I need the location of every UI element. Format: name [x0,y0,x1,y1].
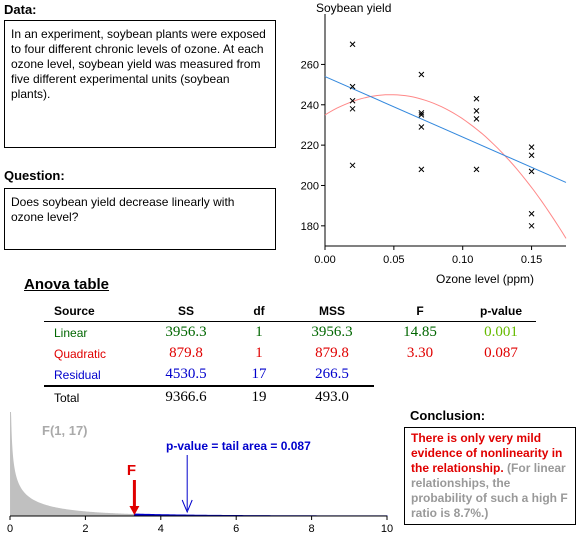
x-tick-label: 0.00 [314,254,335,266]
y-tick-label: 240 [301,100,319,112]
linear-fit-line [324,76,567,183]
data-point [418,124,425,130]
cell-f [374,386,466,408]
cell-source: Total [54,390,80,405]
data-point [349,97,356,104]
cell-f: 14.85 [403,324,437,340]
data-point [349,105,356,112]
x-tick-label: 0 [7,523,13,534]
header-mss: MSS [290,301,374,322]
f-distribution-chart: F(1, 17) 0 2 4 6 8 10 Fp-value = tail area = 0.… [7,412,393,534]
cell-ss: 4530.5 [144,364,228,387]
y-tick-label: 220 [301,140,319,152]
anova-table: Source SS df MSS F p-value Linear 3956.3… [44,301,536,408]
data-description-box: In an experiment, soybean plants were ex… [4,20,276,148]
cell-df: 19 [251,389,267,405]
f-density-area [10,412,388,516]
x-tick-label: 0.15 [521,254,542,266]
data-point [528,210,535,217]
cell-source: Quadratic [54,346,107,361]
observed-f-arrow-head [129,506,140,515]
table-row-quadratic: Quadratic 879.8 1 879.8 3.30 0.087 [44,343,536,364]
data-point [528,168,535,175]
y-tick-label: 180 [301,221,319,233]
conclusion-note-text: (For linear relationships, the probabili… [411,461,568,520]
data-description-text: In an experiment, soybean plants were ex… [11,27,266,101]
cell-p-value: 0.001 [484,324,518,340]
conclusion-heading: Conclusion: [410,408,486,423]
table-row-residual: Residual 4530.5 17 266.5 [44,364,536,387]
data-point [473,166,480,173]
header-p-value: p-value [466,301,536,322]
cell-ss: 879.8 [169,345,203,361]
cell-ss: 3956.3 [165,324,207,340]
soybean-scatter-chart: Soybean yield 180 200 220 240 260 0.00 0.05 0.10… [301,1,567,286]
x-tick-label: 8 [309,523,315,534]
x-tick-label: 0.05 [383,254,404,266]
cell-f: 3.30 [406,345,434,361]
p-value-annotation: p-value = tail area = 0.087 [166,439,311,453]
data-point [349,41,356,48]
data-point [528,144,535,151]
cell-source: Residual [44,364,144,387]
header-ss: SS [144,301,228,322]
data-point [473,116,480,122]
data-point [349,83,356,90]
cell-mss: 879.8 [315,345,349,361]
cell-mss: 3956.3 [311,324,353,340]
x-tick-label: 0.10 [452,254,473,266]
x-tick-label: 10 [381,523,393,534]
cell-f [374,364,466,386]
question-box: Does soybean yield decrease linearly wit… [4,188,276,250]
cell-p-value [466,386,536,408]
cell-ss: 9366.6 [165,389,207,405]
observed-f-label: F [127,462,136,479]
table-row-total: Total 9366.6 19 493.0 [44,386,536,408]
data-point [528,222,535,229]
data-point [528,152,535,159]
data-point [418,109,425,116]
table-row-linear: Linear 3956.3 1 3956.3 14.85 0.001 [44,322,536,344]
quadratic-fit-line [324,94,567,239]
data-point [349,162,356,169]
distribution-label: F(1, 17) [42,423,88,438]
cell-df: 17 [228,364,290,387]
cell-mss: 493.0 [315,389,349,405]
cell-p-value [466,364,536,386]
data-point [418,71,425,78]
anova-title: Anova table [24,276,110,293]
annotation-arrow-head [181,499,193,514]
data-point [473,95,480,102]
question-text: Does soybean yield decrease linearly wit… [11,195,235,224]
x-tick-label: 6 [233,523,239,534]
x-tick-label: 4 [158,523,164,534]
cell-p-value: 0.087 [484,345,518,361]
data-point [418,166,425,173]
x-tick-label: 2 [82,523,88,534]
cell-df: 1 [255,345,263,361]
header-source: Source [44,301,144,322]
header-f: F [374,301,466,322]
question-heading: Question: [4,168,65,183]
chart-title: Soybean yield [316,1,391,15]
cell-mss: 266.5 [290,364,374,387]
conclusion-main-text: There is only very mild evidence of nonl… [411,431,563,475]
data-point [473,107,480,114]
y-tick-label: 200 [301,180,319,192]
conclusion-box: There is only very mild evidence of nonl… [404,427,576,525]
data-heading: Data: [4,2,37,17]
cell-df: 1 [255,324,263,340]
header-df: df [228,301,290,322]
y-tick-label: 260 [301,59,319,71]
anova-header-row: Source SS df MSS F p-value [44,301,536,322]
x-axis-label: Ozone level (ppm) [436,272,534,286]
cell-source: Linear [54,325,88,340]
data-point [418,112,425,118]
